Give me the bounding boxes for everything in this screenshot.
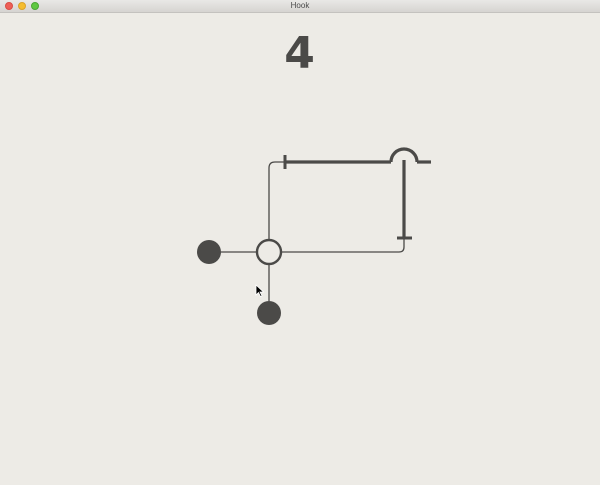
wire-up (268, 161, 285, 240)
level-number: 4 (284, 28, 316, 79)
mouse-pointer-icon (255, 284, 265, 298)
wire-right (281, 238, 405, 253)
hook-bridge (389, 147, 419, 163)
zoom-window-button[interactable] (31, 2, 39, 10)
push-button-left[interactable] (197, 240, 221, 264)
window-title: Hook (290, 1, 310, 10)
push-button-bottom[interactable] (257, 301, 281, 325)
rotator-node[interactable] (255, 238, 283, 266)
minimize-window-button[interactable] (18, 2, 26, 10)
title-bar: Hook (0, 0, 600, 13)
close-window-button[interactable] (5, 2, 13, 10)
